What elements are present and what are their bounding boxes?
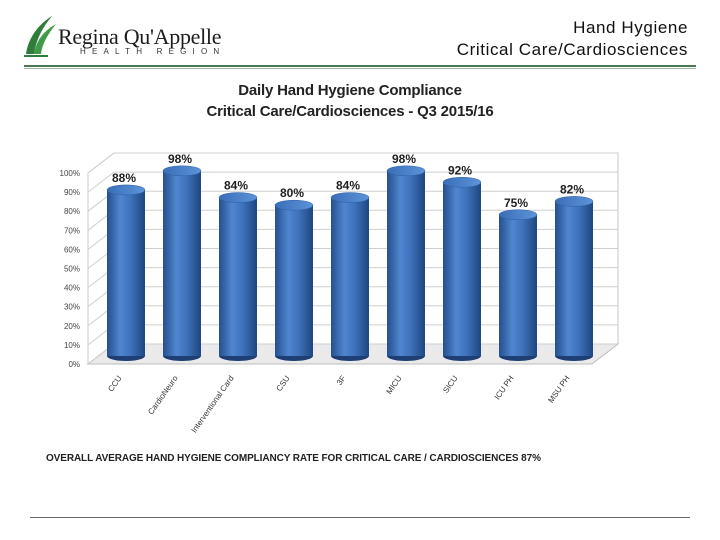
bar-layer xyxy=(106,165,594,361)
bar xyxy=(218,192,258,361)
y-tick-label: 30% xyxy=(64,303,80,312)
bar xyxy=(442,177,482,361)
bar-value-label: 84% xyxy=(224,179,248,193)
bar-body xyxy=(219,197,257,356)
x-tick-label: 3F xyxy=(335,374,348,387)
chart-title-block: Daily Hand Hygiene Compliance Critical C… xyxy=(180,80,520,122)
overall-average-text: OVERALL AVERAGE HAND HYGIENE COMPLIANCY … xyxy=(46,453,541,464)
x-tick-label: ICU PH xyxy=(493,374,516,402)
bar-value-label: 92% xyxy=(448,163,472,177)
header-title-line1: Hand Hygiene xyxy=(573,18,688,37)
bar xyxy=(554,196,594,361)
bar-cap xyxy=(498,209,538,220)
bar-value-label: 88% xyxy=(112,171,136,185)
bar-cap xyxy=(386,165,426,177)
logo-name: Regina Qu'Appelle xyxy=(58,24,222,49)
bar-body xyxy=(275,205,313,356)
footer-divider xyxy=(30,517,690,518)
wheat-logo-icon xyxy=(24,16,56,57)
x-tick-label: Interventional Card xyxy=(189,374,235,435)
x-tick-label: MICU xyxy=(385,374,404,396)
bar-body xyxy=(331,197,369,356)
gridline xyxy=(87,152,618,174)
bar xyxy=(274,199,314,361)
bar-cap xyxy=(218,192,258,203)
bar-cap xyxy=(106,184,146,196)
y-tick-label: 50% xyxy=(64,265,80,274)
y-tick-label: 80% xyxy=(64,207,80,216)
bar xyxy=(498,209,538,361)
x-tick-label: SICU xyxy=(441,374,459,395)
bar-cap xyxy=(330,192,370,203)
bar-value-label: 82% xyxy=(560,182,584,196)
gridline xyxy=(87,171,618,193)
bar-cap xyxy=(554,196,594,207)
bar xyxy=(330,192,370,361)
y-tick-label: 20% xyxy=(64,322,80,331)
header-divider-thin xyxy=(24,68,696,69)
y-tick-label: 0% xyxy=(68,360,80,369)
header-title: Hand Hygiene Critical Care/Cardioscience… xyxy=(457,17,688,61)
header-divider xyxy=(24,65,696,67)
bar-body xyxy=(443,182,481,356)
y-tick-label: 90% xyxy=(64,188,80,197)
logo-subtitle: HEALTH REGION xyxy=(80,47,226,56)
bar-body xyxy=(387,170,425,356)
header-title-line2: Critical Care/Cardiosciences xyxy=(456,40,688,59)
bar-value-label: 98% xyxy=(168,152,192,166)
header: Regina Qu'Appelle HEALTH REGION Hand Hyg… xyxy=(0,0,720,70)
bar xyxy=(106,184,146,361)
bar-cap xyxy=(162,165,202,177)
x-tick-label: CCU xyxy=(106,374,123,394)
bar-value-label: 98% xyxy=(392,152,416,166)
bar-body xyxy=(163,170,201,356)
y-tick-label: 40% xyxy=(64,284,80,293)
bar-cap xyxy=(442,177,482,188)
bar-value-label: 80% xyxy=(280,186,304,200)
bar-value-label: 75% xyxy=(504,196,528,210)
bar xyxy=(162,165,202,361)
bar-body xyxy=(499,214,537,356)
bar-cap xyxy=(274,199,314,211)
chart-subtitle: Critical Care/Cardiosciences - Q3 2015/1… xyxy=(206,103,494,120)
y-tick-label: 60% xyxy=(64,245,80,254)
x-tick-label: CSU xyxy=(275,374,292,393)
chart-title: Daily Hand Hygiene Compliance xyxy=(238,82,462,99)
y-tick-label: 100% xyxy=(60,169,80,178)
bar-body xyxy=(555,201,593,356)
bar-value-label: 84% xyxy=(336,179,360,193)
bar-body xyxy=(107,189,145,356)
bar xyxy=(386,165,426,361)
y-tick-label: 70% xyxy=(64,226,80,235)
x-tick-label: CardioNeuro xyxy=(146,374,180,417)
logo: Regina Qu'Appelle HEALTH REGION xyxy=(22,14,232,60)
y-tick-label: 10% xyxy=(64,341,80,350)
x-tick-label: MSU PH xyxy=(546,374,571,405)
